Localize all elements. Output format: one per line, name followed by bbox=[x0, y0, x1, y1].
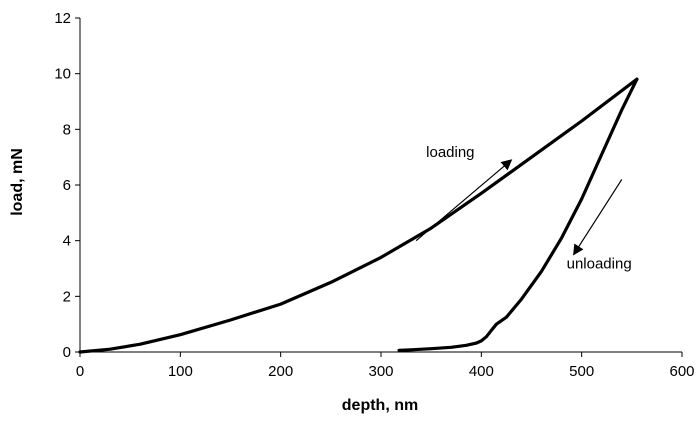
y-tick-label: 6 bbox=[63, 177, 71, 194]
y-tick-label: 12 bbox=[54, 10, 71, 27]
x-tick-label: 500 bbox=[569, 363, 594, 380]
y-tick-label: 4 bbox=[63, 233, 71, 250]
y-tick-label: 10 bbox=[54, 66, 71, 83]
x-tick-label: 400 bbox=[469, 363, 494, 380]
axes bbox=[79, 18, 682, 353]
y-tick-label: 2 bbox=[63, 288, 71, 305]
x-tick-label: 200 bbox=[268, 363, 293, 380]
x-tick-label: 600 bbox=[669, 363, 694, 380]
loading-label: loading bbox=[426, 144, 474, 161]
y-tick-label: 8 bbox=[63, 121, 71, 138]
y-axis-title: load, mN bbox=[9, 148, 26, 216]
x-tick-label: 0 bbox=[76, 363, 84, 380]
loading-arrow bbox=[415, 159, 513, 242]
y-tick-label: 0 bbox=[63, 344, 71, 361]
series-layer bbox=[78, 77, 639, 354]
loading-curve bbox=[78, 77, 639, 354]
x-tick-label: 100 bbox=[168, 363, 193, 380]
annotation-layer: loading unloading bbox=[415, 144, 632, 273]
x-tick-label: 300 bbox=[368, 363, 393, 380]
ticks: 0 100 200 300 400 500 600 0 2 4 6 8 10 12 bbox=[54, 10, 694, 380]
unloading-arrow bbox=[573, 179, 623, 256]
x-axis-title: depth, nm bbox=[342, 397, 418, 414]
unloading-curve bbox=[397, 77, 639, 352]
unloading-label: unloading bbox=[567, 256, 632, 273]
